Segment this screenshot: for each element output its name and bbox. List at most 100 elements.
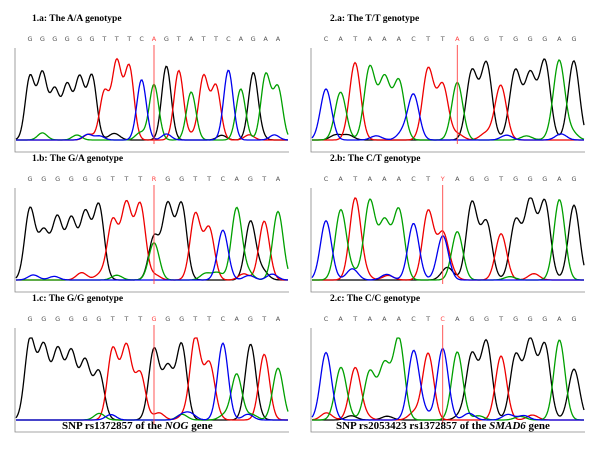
base-call: A [189, 35, 194, 43]
base-call: T [498, 315, 503, 323]
base-call: T [101, 35, 106, 43]
base-call: G [469, 35, 474, 43]
base-call: C [411, 175, 416, 183]
base-call: A [368, 35, 373, 43]
base-call: T [206, 175, 211, 183]
trace-T [311, 352, 584, 421]
panel-title: 2.b: The C/T genotype [330, 154, 421, 164]
trace-C [311, 219, 584, 281]
base-call: A [557, 35, 562, 43]
base-call: A [368, 315, 373, 323]
base-call: G [55, 315, 60, 323]
trace-A [16, 206, 289, 281]
trace-T [16, 57, 288, 141]
base-call: G [513, 315, 518, 323]
trace-C [16, 229, 288, 281]
base-call: T [352, 35, 357, 43]
base-call: A [276, 315, 281, 323]
base-call: G [571, 35, 576, 43]
base-call: G [542, 315, 547, 323]
base-call: T [110, 315, 115, 323]
base-call: G [248, 315, 253, 323]
base-call: T [110, 175, 115, 183]
base-call: A [382, 35, 387, 43]
base-call: A [276, 175, 281, 183]
base-call: T [440, 35, 445, 43]
base-call: A [338, 175, 343, 183]
base-call: G [96, 315, 101, 323]
snp-base-call: R [152, 175, 157, 183]
base-call: G [52, 35, 57, 43]
trace-C [16, 69, 288, 141]
base-call: T [498, 175, 503, 183]
base-call: G [41, 315, 46, 323]
base-call: G [179, 175, 184, 183]
caption-left-prefix: SNP rs1372857 of the [62, 420, 165, 432]
base-call: T [137, 175, 142, 183]
caption-right-prefix: SNP rs2053423 rs1372857 of the [336, 420, 490, 432]
base-call: G [83, 315, 88, 323]
base-call: T [114, 35, 119, 43]
base-call: G [27, 35, 32, 43]
caption-left-gene: NOG [164, 420, 189, 432]
base-call: G [571, 175, 576, 183]
base-call: G [484, 35, 489, 43]
base-call: G [83, 175, 88, 183]
caption-right: SNP rs2053423 rs1372857 of the SMAD6 gen… [336, 420, 550, 432]
trace-G [15, 337, 288, 421]
base-call: C [226, 35, 231, 43]
base-call: G [77, 35, 82, 43]
base-call: T [123, 315, 128, 323]
base-call: A [338, 315, 343, 323]
base-call: G [469, 315, 474, 323]
base-call: A [276, 35, 281, 43]
base-call: C [221, 315, 226, 323]
caption-left: SNP rs1372857 of the NOG gene [62, 420, 213, 432]
base-call: T [201, 35, 206, 43]
base-call: G [55, 175, 60, 183]
base-call: C [324, 315, 329, 323]
trace-axis [310, 48, 585, 153]
base-call: A [239, 35, 244, 43]
base-call: G [542, 35, 547, 43]
base-call: T [206, 315, 211, 323]
base-call: G [89, 35, 94, 43]
base-call: C [411, 315, 416, 323]
base-call: A [338, 35, 343, 43]
base-call: A [234, 175, 239, 183]
base-call: G [528, 315, 533, 323]
base-call: G [27, 175, 32, 183]
base-call: G [571, 315, 576, 323]
snp-base-call: A [152, 35, 157, 43]
base-call: A [368, 175, 373, 183]
snp-base-call: C [440, 315, 445, 323]
base-call: C [324, 175, 329, 183]
base-call: T [213, 35, 218, 43]
base-call: A [557, 315, 562, 323]
base-call: T [425, 315, 430, 323]
base-call: G [96, 175, 101, 183]
base-call: A [455, 315, 460, 323]
base-call: C [411, 35, 416, 43]
base-call: G [27, 315, 32, 323]
base-call: T [425, 175, 430, 183]
base-call: G [528, 35, 533, 43]
trace-T [16, 337, 288, 421]
base-call: A [263, 35, 268, 43]
trace-G [15, 200, 288, 281]
base-call: G [41, 175, 46, 183]
base-call: G [513, 35, 518, 43]
base-call: T [498, 35, 503, 43]
trace-axis [14, 188, 289, 293]
base-call: C [139, 35, 144, 43]
base-call: T [261, 315, 266, 323]
base-call: G [69, 175, 74, 183]
caption-left-suffix: gene [188, 420, 213, 432]
caption-right-gene: SMAD6 [489, 420, 526, 432]
base-call: G [484, 315, 489, 323]
panel-title: 1.a: The A/A genotype [32, 14, 122, 24]
trace-axis [310, 328, 585, 433]
base-call: G [484, 175, 489, 183]
